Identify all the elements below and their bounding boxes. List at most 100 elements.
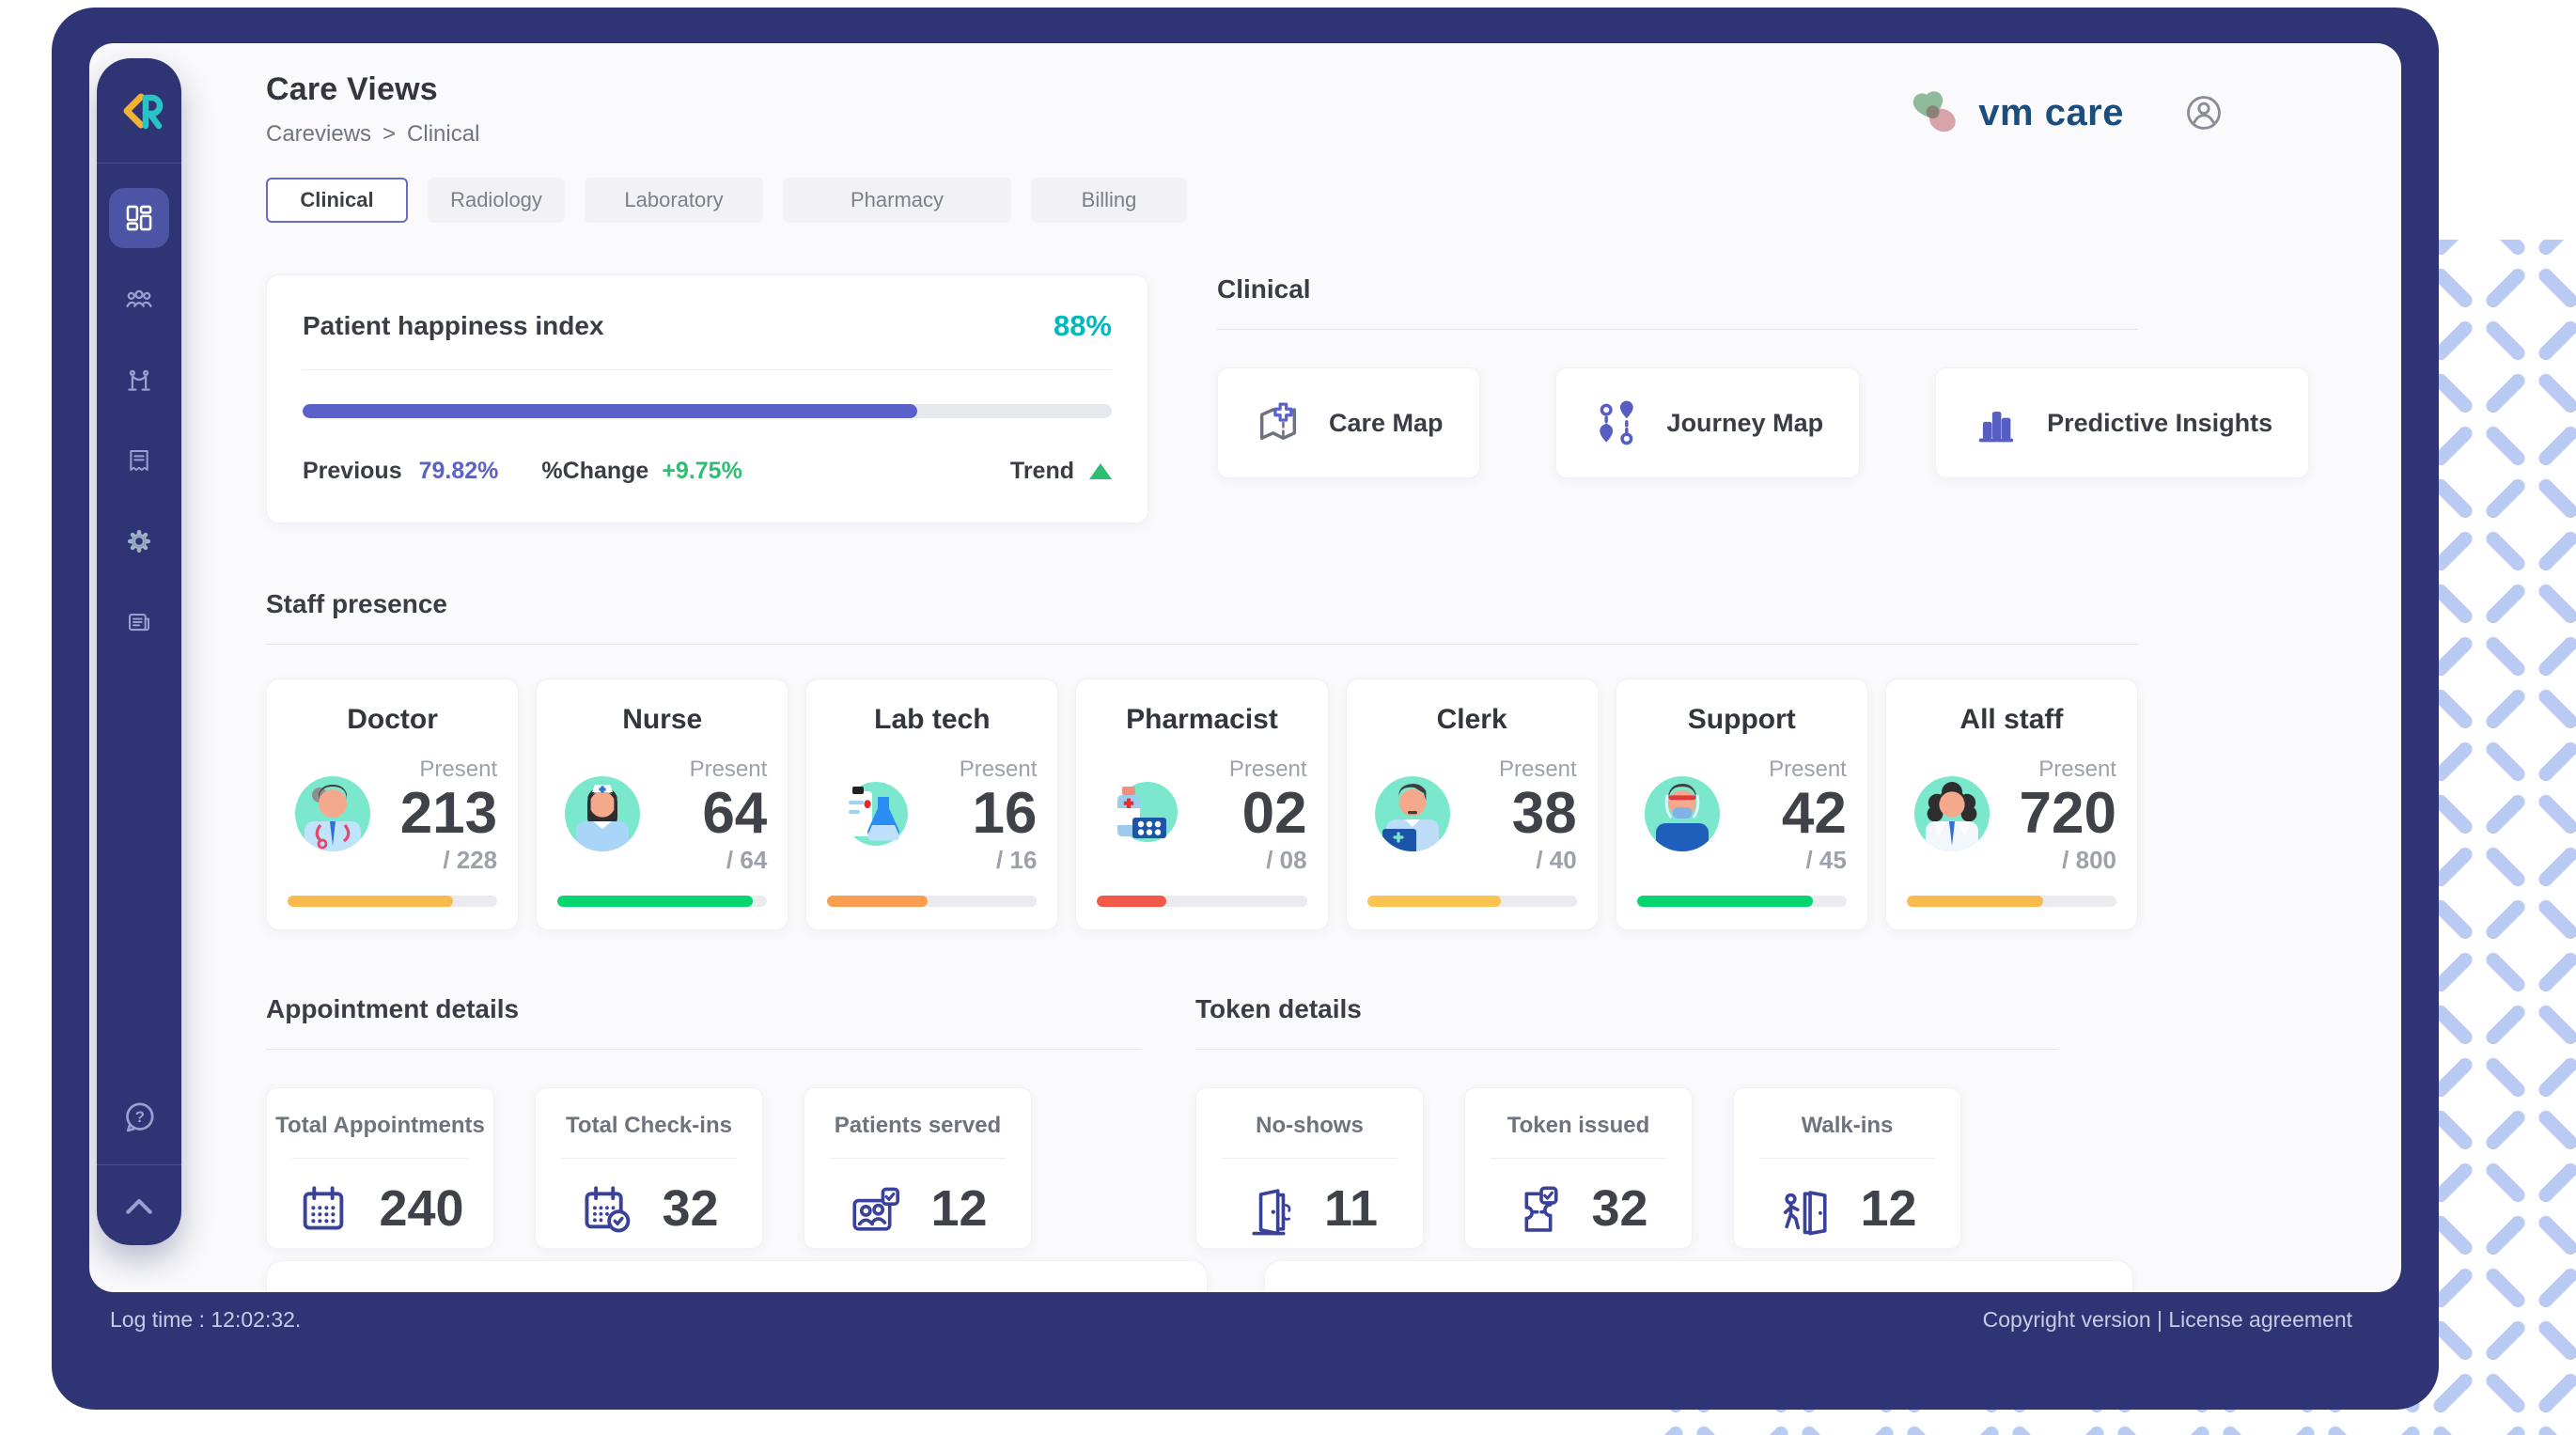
breadcrumb-clinical[interactable]: Clinical bbox=[407, 121, 480, 147]
staff-role: Clerk bbox=[1436, 704, 1507, 735]
present-label: Present bbox=[419, 756, 498, 782]
present-label: Present bbox=[1498, 756, 1577, 782]
staff-role: Pharmacist bbox=[1126, 704, 1278, 735]
staff-role: Lab tech bbox=[874, 704, 991, 735]
appointment-details-section: Appointment details Total Appointments bbox=[266, 994, 1142, 1250]
predictive-insights-card[interactable]: Predictive Insights bbox=[1935, 367, 2310, 478]
all-staff-avatar bbox=[1913, 776, 1990, 852]
sidebar-item-staff[interactable] bbox=[109, 269, 169, 329]
staff-card-labtech[interactable]: Lab tech bbox=[805, 679, 1059, 931]
patients-served-icon bbox=[852, 1187, 900, 1231]
profile-button[interactable] bbox=[2182, 91, 2225, 134]
brand-logo-icon bbox=[1912, 91, 1957, 133]
present-count: 213 bbox=[399, 781, 498, 846]
predictive-insights-icon bbox=[1978, 412, 2014, 443]
care-map-label: Care Map bbox=[1329, 408, 1444, 437]
main-content: Care Views Careviews > Clinical vm care bbox=[266, 71, 2310, 1250]
partial-card-left bbox=[266, 1260, 1208, 1292]
staff-card-all-staff[interactable]: All staff bbox=[1884, 679, 2138, 931]
stat-value: 12 bbox=[1860, 1180, 1917, 1238]
app-logo-icon bbox=[123, 93, 164, 129]
tab-clinical[interactable]: Clinical bbox=[266, 178, 408, 223]
app-frame: ? Care Views Careviews > bbox=[52, 8, 2439, 1410]
present-label: Present bbox=[1769, 756, 1847, 782]
happiness-title: Patient happiness index bbox=[303, 311, 604, 340]
staff-presence-section: Staff presence Doctor bbox=[266, 589, 2138, 931]
content-area: ? Care Views Careviews > bbox=[89, 43, 2401, 1292]
stat-value: 32 bbox=[662, 1180, 719, 1238]
tab-pharmacy[interactable]: Pharmacy bbox=[783, 178, 1011, 223]
patients-served-card: Patients served 12 bbox=[804, 1087, 1032, 1250]
care-map-card[interactable]: Care Map bbox=[1217, 367, 1480, 478]
journey-map-icon bbox=[1599, 400, 1633, 445]
breadcrumb-separator: > bbox=[382, 121, 397, 147]
present-count: 64 bbox=[702, 781, 768, 846]
breadcrumb-careviews[interactable]: Careviews bbox=[266, 121, 372, 147]
staff-progress-fill bbox=[1636, 896, 1814, 908]
change-value: +9.75% bbox=[662, 458, 742, 484]
ticket-check-icon bbox=[1524, 1186, 1559, 1232]
stat-label: Total Check-ins bbox=[566, 1113, 732, 1139]
present-total: / 40 bbox=[1536, 846, 1577, 875]
stat-label: Total Appointments bbox=[275, 1113, 485, 1139]
staff-role: Nurse bbox=[622, 704, 703, 735]
queue-barrier-icon bbox=[128, 369, 150, 391]
token-details-title: Token details bbox=[1195, 994, 1362, 1024]
previous-label: Previous bbox=[303, 458, 402, 484]
present-label: Present bbox=[1228, 756, 1307, 782]
present-count: 38 bbox=[1511, 781, 1577, 846]
staff-group-icon bbox=[126, 289, 152, 307]
sidebar-item-news[interactable] bbox=[109, 592, 169, 652]
walk-in-door-icon bbox=[1784, 1191, 1828, 1236]
walk-ins-card: Walk-ins 12 bbox=[1733, 1087, 1961, 1250]
tab-radiology[interactable]: Radiology bbox=[428, 178, 565, 223]
present-total: / 800 bbox=[2062, 846, 2116, 875]
staff-card-doctor[interactable]: Doctor bbox=[266, 679, 520, 931]
no-shows-card: No-shows 11 bbox=[1195, 1087, 1424, 1250]
pharmacist-avatar bbox=[1117, 782, 1179, 843]
stat-value: 11 bbox=[1323, 1180, 1379, 1238]
staff-progress-fill bbox=[827, 896, 929, 908]
receipt-icon bbox=[130, 450, 148, 471]
staff-card-support[interactable]: Support bbox=[1615, 679, 1868, 931]
partial-card-right bbox=[1264, 1260, 2133, 1292]
total-appointments-card: Total Appointments bbox=[266, 1087, 494, 1250]
staff-card-pharmacist[interactable]: Pharmacist bbox=[1075, 679, 1329, 931]
staff-card-clerk[interactable]: Clerk bbox=[1345, 679, 1599, 931]
copyright-text: Copyright version bbox=[1982, 1307, 2157, 1332]
staff-progressbar bbox=[1097, 896, 1307, 908]
sidebar-item-dashboard[interactable] bbox=[109, 188, 169, 248]
doctor-avatar bbox=[295, 776, 370, 852]
help-glyph: ? bbox=[135, 1108, 145, 1126]
view-tabs: Clinical Radiology Laboratory Pharmacy B… bbox=[266, 178, 2232, 223]
staff-progress-fill bbox=[557, 896, 753, 908]
staff-progressbar bbox=[288, 896, 498, 908]
collapse-button[interactable] bbox=[97, 1164, 181, 1245]
tab-billing[interactable]: Billing bbox=[1031, 178, 1187, 223]
log-time: Log time : 12:02:32. bbox=[110, 1307, 302, 1332]
present-total: / 45 bbox=[1805, 846, 1847, 875]
happiness-progressbar bbox=[303, 404, 1112, 418]
staff-progressbar bbox=[1366, 896, 1577, 908]
token-details-section: Token details No-shows bbox=[1195, 994, 2058, 1250]
clerk-avatar bbox=[1374, 776, 1450, 852]
sidebar-item-queue[interactable] bbox=[109, 350, 169, 410]
staff-progress-fill bbox=[1906, 896, 2043, 908]
staff-card-nurse[interactable]: Nurse bbox=[536, 679, 789, 931]
predictive-insights-label: Predictive Insights bbox=[2047, 408, 2273, 437]
help-button[interactable]: ? bbox=[109, 1087, 169, 1147]
settings-gear-icon bbox=[128, 530, 150, 553]
journey-map-card[interactable]: Journey Map bbox=[1554, 367, 1861, 478]
happiness-progress-fill bbox=[303, 404, 918, 418]
stat-label: Patients served bbox=[834, 1113, 1002, 1139]
sidebar-item-billing[interactable] bbox=[109, 430, 169, 491]
staff-progress-fill bbox=[1097, 896, 1167, 908]
sidebar-item-settings[interactable] bbox=[109, 511, 169, 571]
tab-laboratory[interactable]: Laboratory bbox=[585, 178, 763, 223]
stat-label: Token issued bbox=[1507, 1113, 1650, 1139]
present-count: 02 bbox=[1241, 781, 1307, 846]
app-logo[interactable] bbox=[97, 58, 181, 164]
happiness-value: 88% bbox=[1053, 309, 1112, 342]
staff-progressbar bbox=[827, 896, 1038, 908]
license-agreement-link[interactable]: License agreement bbox=[2168, 1307, 2352, 1332]
